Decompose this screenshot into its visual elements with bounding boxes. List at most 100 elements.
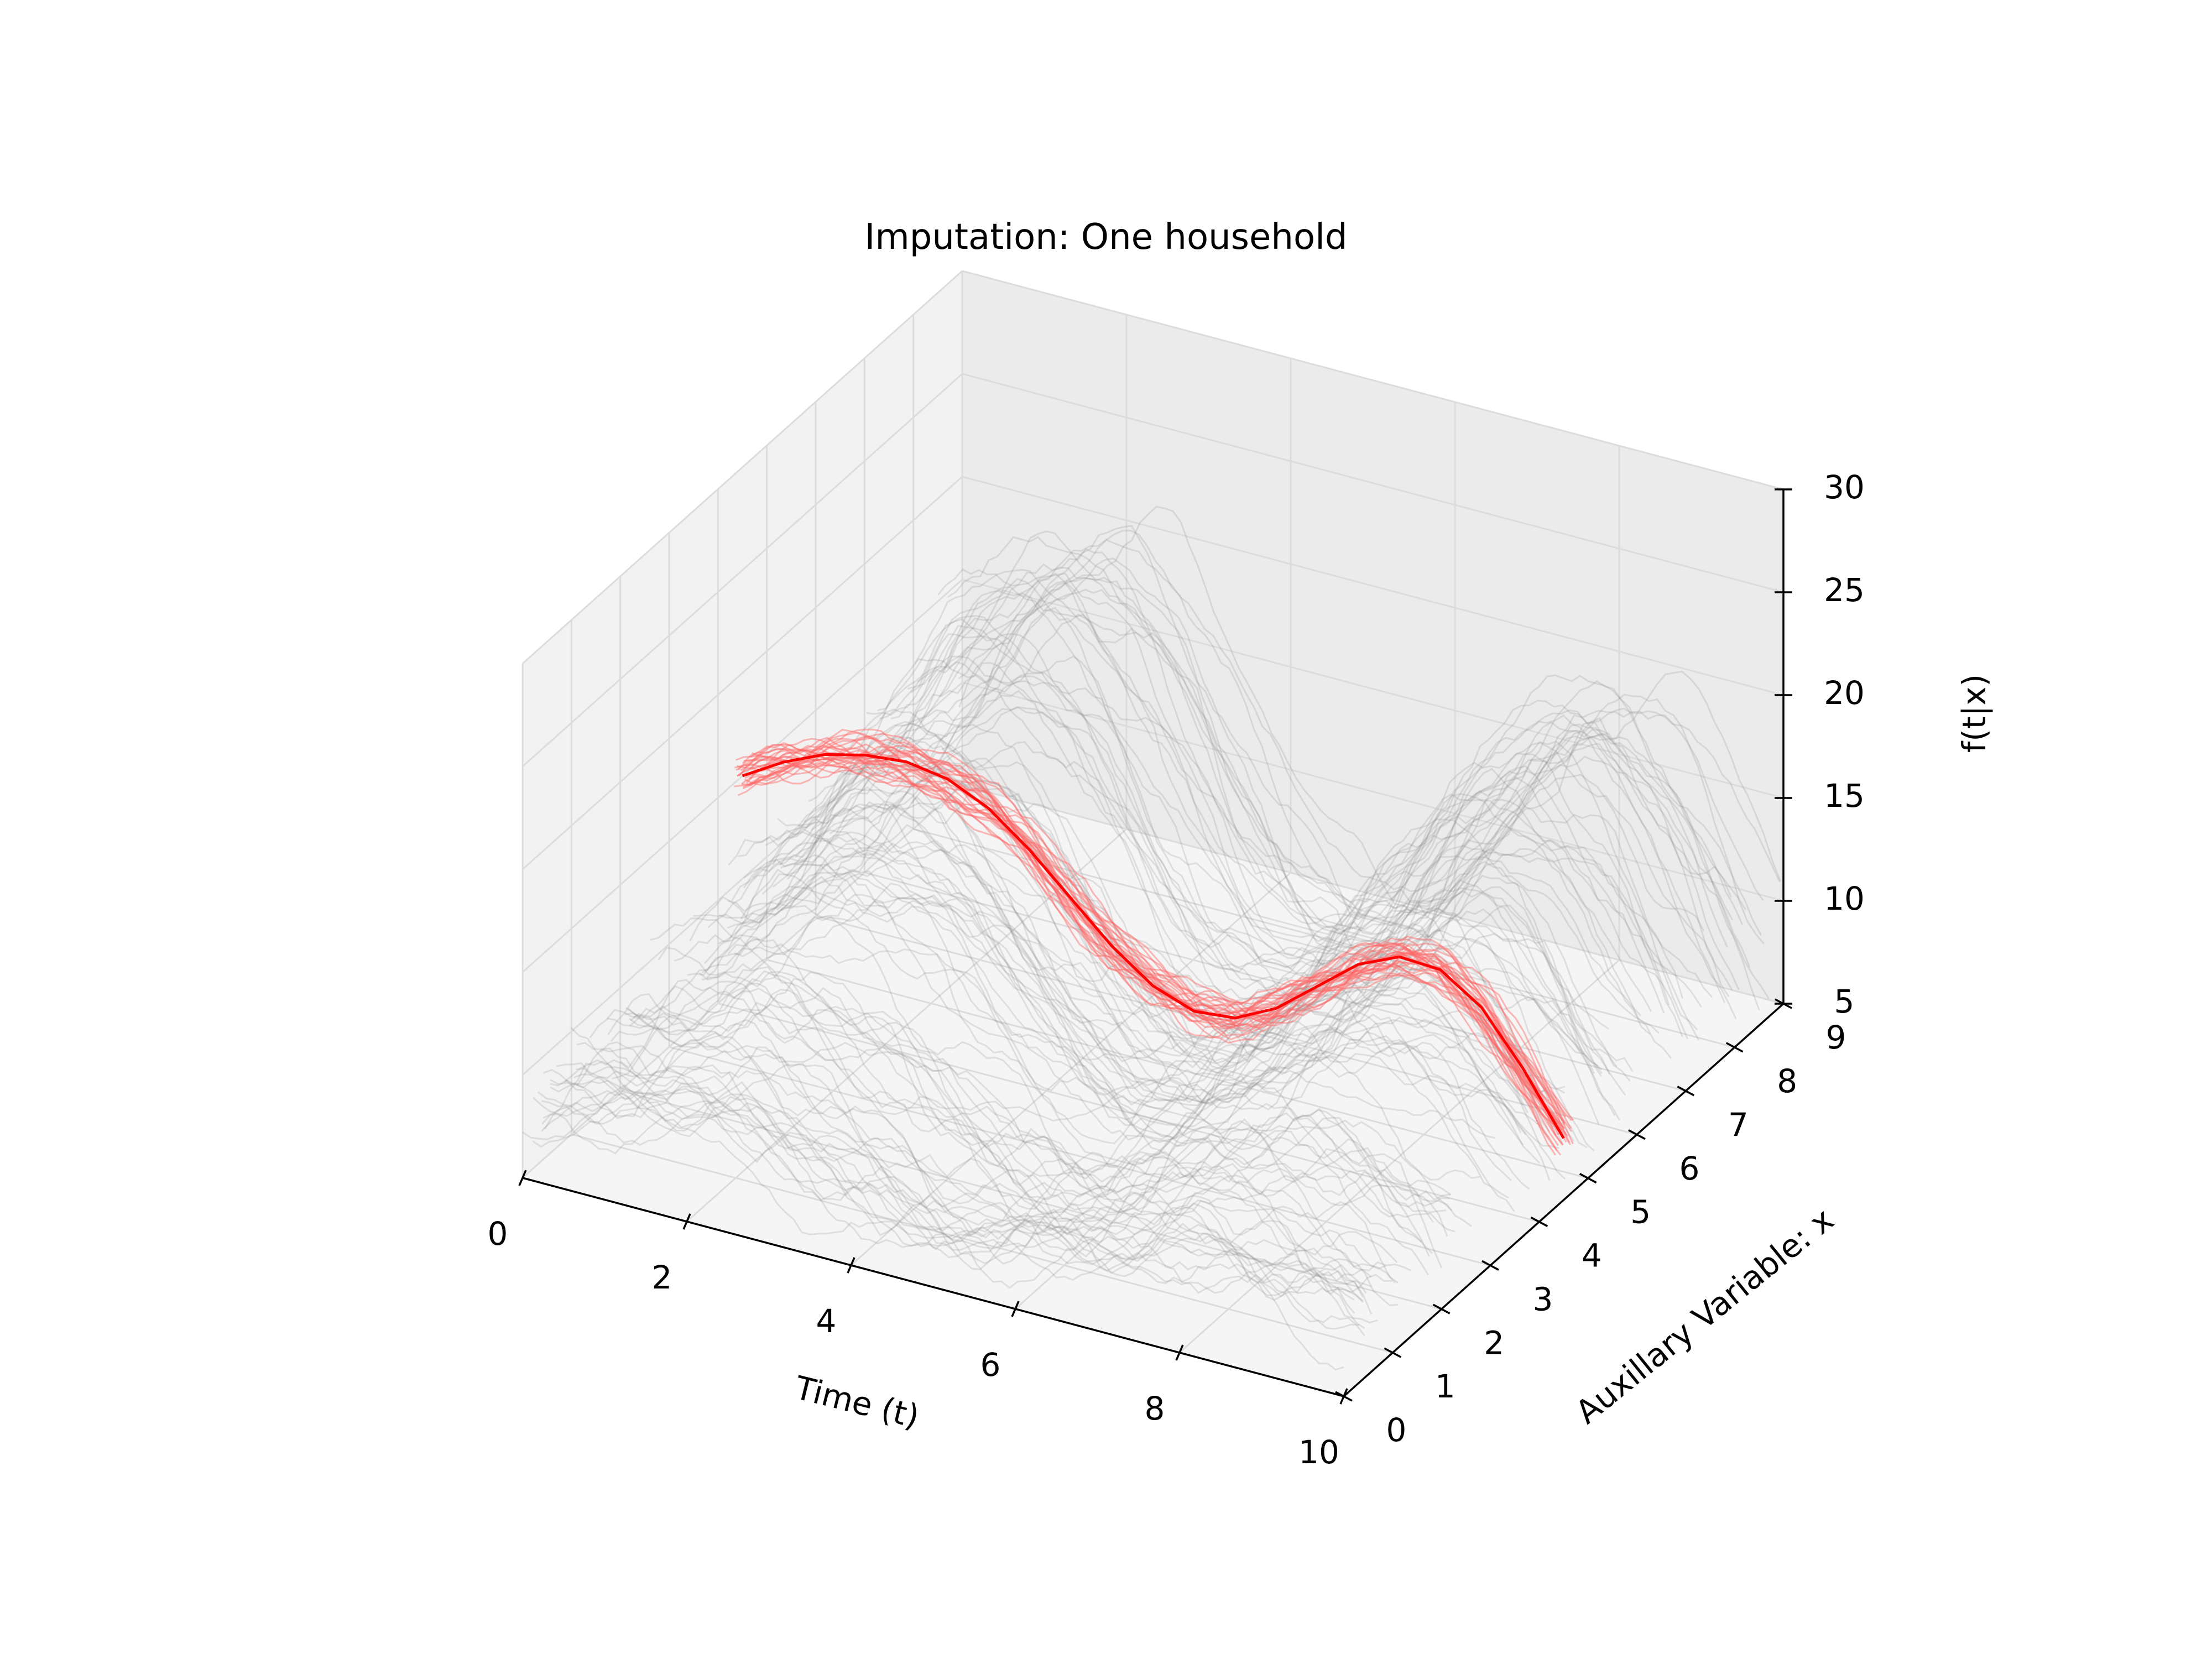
- background-curve: [914, 568, 1737, 1019]
- grid-line-x-floor: [864, 872, 1686, 1092]
- background-curve: [837, 690, 1660, 1034]
- background-curve: [877, 615, 1700, 1041]
- grid-line-x-floor: [620, 1089, 1442, 1310]
- y-axis-label: Auxillary Variable: x: [1568, 1201, 1840, 1431]
- axis-lines: [522, 489, 1785, 1397]
- x-tick-label: 1: [1435, 1368, 1455, 1405]
- background-curve: [727, 831, 1550, 1138]
- z-axis-label: f(t|x): [1955, 674, 1993, 753]
- x-axis-line: [1343, 1003, 1785, 1397]
- background-curve: [776, 776, 1599, 1078]
- background-curve: [607, 1015, 1429, 1276]
- grid-line-t-floor: [851, 872, 1291, 1266]
- imputed-sample-curve: [734, 749, 1556, 1156]
- grid-line-z-back: [962, 373, 1784, 593]
- background-curve: [917, 572, 1740, 990]
- imputed-sample-curve: [752, 729, 1574, 1121]
- x-tick-label: 0: [1386, 1411, 1407, 1449]
- grid-line-z-left: [522, 681, 963, 1076]
- background-curve: [795, 736, 1618, 1067]
- background-curve: [576, 1046, 1399, 1284]
- imputed-sample-curve: [735, 754, 1558, 1151]
- imputed-sample-curve: [745, 755, 1567, 1142]
- gridlines: [521, 270, 1785, 1397]
- background-curve: [538, 1088, 1360, 1330]
- x-tick-label: 8: [1777, 1062, 1797, 1100]
- t-tick: [1011, 1301, 1020, 1317]
- background-curve: [890, 592, 1713, 998]
- background-curve: [780, 758, 1603, 1074]
- x-tick: [1725, 1042, 1744, 1053]
- z-tick-label: 25: [1824, 571, 1865, 609]
- background-curve: [924, 557, 1746, 945]
- background-curve: [797, 721, 1621, 1121]
- t-axis-line: [522, 1177, 1344, 1397]
- background-curve: [808, 723, 1631, 1082]
- background-curve: [541, 1093, 1364, 1302]
- background-curve: [698, 885, 1522, 1144]
- background-curve: [718, 849, 1541, 1164]
- background-curve: [907, 572, 1730, 998]
- z-tick-label: 10: [1824, 880, 1865, 917]
- background-curve: [658, 916, 1480, 1181]
- x-tick: [1335, 1391, 1353, 1402]
- background-curve: [541, 1084, 1364, 1303]
- background-curve: [792, 736, 1616, 1116]
- t-tick: [1175, 1344, 1184, 1361]
- imputed-sample-curve: [751, 733, 1574, 1145]
- background-curve: [828, 706, 1651, 1035]
- imputed-sample-curve: [735, 748, 1558, 1125]
- t-tick-label: 0: [488, 1215, 508, 1253]
- x-tick: [1628, 1129, 1646, 1140]
- grid-line-z-back: [962, 578, 1784, 799]
- background-curve: [599, 1001, 1422, 1243]
- background-curve: [847, 672, 1670, 1018]
- background-curve: [703, 868, 1527, 1135]
- x-tick-label: 3: [1533, 1280, 1553, 1318]
- z-tick-label: 20: [1824, 674, 1865, 712]
- imputed-sample-curve: [744, 737, 1567, 1135]
- background-curve: [522, 1096, 1344, 1371]
- background-curve: [727, 845, 1550, 1109]
- imputed-mean-curve-group: [742, 753, 1565, 1139]
- grid-line-z-left: [522, 270, 963, 665]
- background-curve: [689, 894, 1512, 1182]
- background-curve: [687, 868, 1509, 1199]
- background-curve: [607, 989, 1430, 1257]
- background-curve: [780, 750, 1603, 1071]
- imputed-sample-curve: [745, 738, 1568, 1137]
- background-curve: [573, 1065, 1396, 1284]
- background-curve: [804, 723, 1626, 1096]
- background-curve: [727, 840, 1550, 1133]
- background-curve: [752, 786, 1575, 1142]
- t-tick-label: 6: [980, 1346, 1001, 1384]
- imputed-mean-curve: [742, 753, 1565, 1139]
- t-tick-label: 10: [1298, 1433, 1339, 1471]
- background-curve: [772, 765, 1595, 1077]
- background-curve: [550, 1079, 1372, 1278]
- background-curve: [576, 1031, 1398, 1264]
- imputed-sample-curve: [749, 728, 1572, 1129]
- t-tick-label: 8: [1145, 1390, 1165, 1427]
- t-tick: [518, 1170, 527, 1186]
- background-curve: [737, 828, 1559, 1149]
- background-curve: [674, 934, 1496, 1166]
- grid-line-z-back: [962, 784, 1784, 1005]
- background-curve: [628, 966, 1450, 1208]
- x-tick-label: 5: [1630, 1193, 1651, 1231]
- background-curve: [576, 1042, 1399, 1307]
- background-curve: [533, 1097, 1355, 1314]
- background-curve: [728, 831, 1551, 1181]
- x-tick-label: 7: [1728, 1106, 1749, 1144]
- background-curve: [849, 661, 1672, 1059]
- background-curve: [866, 633, 1688, 1040]
- background-curve: [842, 662, 1665, 1014]
- background-curve: [544, 1061, 1367, 1297]
- background-curve: [740, 805, 1563, 1144]
- background-curve: [550, 1075, 1373, 1315]
- z-tick-label: 30: [1824, 468, 1865, 506]
- grid-line-z-back: [962, 270, 1784, 491]
- background-curve: [532, 1089, 1355, 1301]
- background-curve: [875, 624, 1698, 1031]
